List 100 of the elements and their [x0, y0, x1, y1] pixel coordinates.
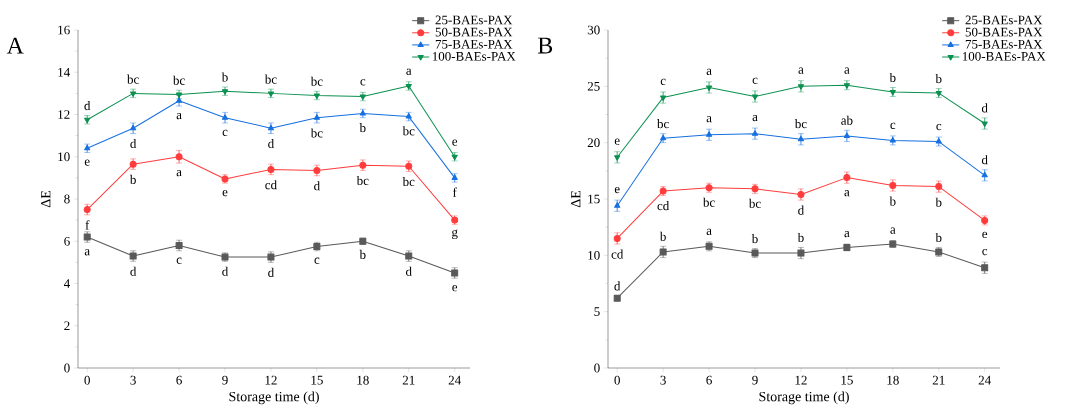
y-tick-label: 12 — [58, 110, 70, 119]
annotation: b — [935, 232, 942, 243]
x-tick-label: 9 — [752, 375, 758, 385]
annotation: f — [452, 187, 457, 197]
y-tick-label: 5 — [594, 307, 600, 316]
chart-title: B — [537, 37, 553, 54]
legend-label: 100-BAEs-PAX — [962, 51, 1046, 61]
annotation: bc — [126, 74, 139, 84]
x-tick-label: 18 — [887, 375, 899, 385]
annotation: b — [751, 234, 758, 244]
legend-label: 50-BAEs-PAX — [435, 27, 513, 37]
y-tick-label: 2 — [64, 321, 70, 331]
annotation: c — [222, 129, 228, 137]
x-tick-label: 0 — [614, 375, 620, 385]
annotation: c — [890, 122, 896, 130]
annotation: b — [889, 72, 896, 83]
legend-label: 50-BAEs-PAX — [965, 27, 1043, 37]
annotation: bc — [172, 75, 185, 85]
y-tick-label: 8 — [64, 194, 70, 204]
annotation: e — [84, 159, 90, 166]
y-tick-label: 30 — [587, 25, 600, 35]
x-tick-label: 21 — [932, 375, 945, 385]
x-tick-label: 6 — [176, 375, 182, 385]
y-axis-title: ΔE — [41, 190, 51, 208]
annotation: e — [452, 139, 458, 146]
legend-label: 75-BAEs-PAX — [965, 39, 1043, 49]
annotation: d — [405, 266, 412, 276]
legend-label: 25-BAEs-PAX — [435, 15, 513, 25]
y-tick-label: 6 — [64, 236, 70, 246]
annotation: d — [981, 155, 988, 165]
annotation: g — [452, 229, 458, 240]
annotation: e — [222, 190, 228, 197]
y-tick-label: 0 — [594, 363, 600, 373]
annotation: a — [84, 249, 90, 256]
annotation: d — [222, 266, 229, 276]
annotation: c — [982, 248, 988, 256]
annotation: a — [176, 169, 182, 177]
x-tick-label: 12 — [265, 375, 277, 385]
annotation: bc — [310, 128, 323, 138]
annotation: b — [359, 249, 366, 259]
y-axis-title: ΔE — [571, 190, 581, 208]
annotation: bc — [657, 119, 669, 129]
annotation: bc — [402, 126, 415, 136]
annotation: bc — [702, 197, 715, 207]
y-tick-label: 20 — [587, 138, 600, 148]
annotation: d — [268, 267, 275, 277]
y-tick-label: 16 — [58, 25, 70, 35]
annotation: bc — [748, 198, 761, 208]
y-tick-label: 25 — [587, 81, 600, 91]
y-tick-label: 14 — [58, 67, 71, 77]
y-tick-label: 10 — [58, 152, 70, 162]
annotation: a — [406, 68, 412, 75]
annotation: cd — [265, 180, 277, 190]
annotation: c — [936, 123, 942, 131]
annotation: c — [752, 77, 758, 84]
annotation: e — [614, 186, 620, 194]
x-tick-label: 9 — [222, 375, 228, 385]
annotation: a — [752, 114, 758, 122]
annotation: cd — [657, 201, 670, 211]
y-tick-label: 4 — [63, 279, 71, 288]
chart-title: A — [6, 37, 24, 54]
annotation: a — [798, 67, 804, 74]
annotation: d — [798, 205, 805, 215]
annotation: bc — [402, 176, 415, 187]
x-axis-title: Storage time (d) — [229, 391, 319, 405]
annotation: bc — [310, 76, 323, 86]
annotation: ab — [841, 115, 853, 125]
legend-label: 25-BAEs-PAX — [965, 15, 1043, 25]
x-tick-label: 24 — [978, 375, 991, 385]
annotation: b — [659, 231, 666, 241]
annotation: a — [176, 112, 182, 120]
x-axis-title: Storage time (d) — [759, 391, 849, 405]
x-tick-label: 6 — [706, 375, 712, 385]
annotation: b — [221, 72, 228, 82]
annotation: b — [129, 174, 136, 184]
annotation: c — [660, 78, 666, 86]
x-tick-label: 12 — [795, 375, 807, 385]
annotation: b — [935, 197, 942, 207]
x-tick-label: 3 — [660, 375, 666, 385]
y-tick-label: 10 — [588, 250, 600, 260]
x-tick-label: 24 — [448, 375, 461, 385]
annotation: e — [452, 285, 458, 292]
annotation: a — [706, 68, 712, 75]
x-tick-label: 18 — [357, 375, 369, 385]
x-tick-label: 3 — [130, 375, 136, 385]
annotation: f — [85, 220, 90, 230]
annotation: a — [844, 67, 850, 74]
annotation: d — [130, 138, 137, 149]
annotation: c — [360, 79, 366, 86]
annotation: a — [706, 116, 712, 123]
annotation: b — [889, 196, 896, 206]
annotation: d — [268, 138, 275, 149]
y-tick-label: 0 — [64, 363, 70, 373]
annotation: a — [890, 227, 896, 234]
annotation: d — [981, 103, 988, 113]
annotation: d — [614, 281, 621, 291]
annotation: e — [614, 138, 620, 145]
legend-label: 75-BAEs-PAX — [435, 39, 513, 49]
annotation: bc — [794, 119, 807, 129]
x-tick-label: 15 — [311, 375, 323, 385]
